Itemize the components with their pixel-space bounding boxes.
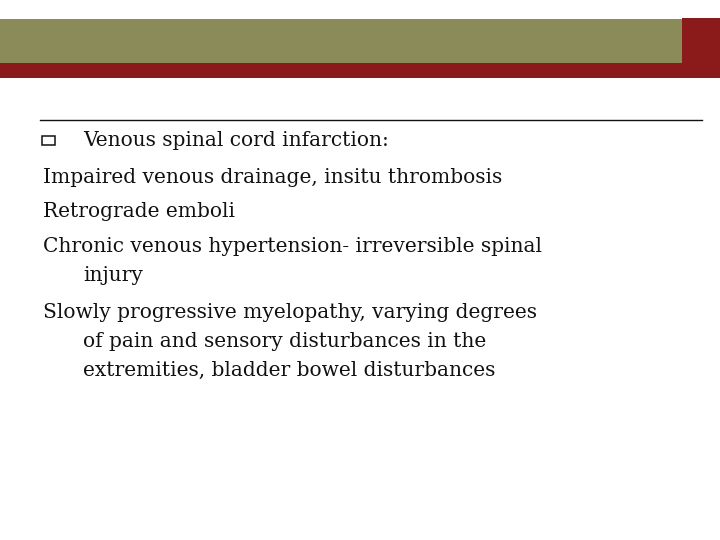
Bar (0, 19, 682, 64)
Text: Chronic venous hypertension- irreversible spinal: Chronic venous hypertension- irreversibl… (43, 237, 542, 256)
Bar (0, 63, 720, 78)
Bar (42, 136, 55, 145)
Text: Impaired venous drainage, insitu thrombosis: Impaired venous drainage, insitu thrombo… (43, 167, 503, 187)
Text: Venous spinal cord infarction:: Venous spinal cord infarction: (83, 131, 389, 150)
Text: extremities, bladder bowel disturbances: extremities, bladder bowel disturbances (83, 361, 495, 380)
Bar (682, 18, 720, 78)
Text: Retrograde emboli: Retrograde emboli (43, 202, 235, 221)
Text: Slowly progressive myelopathy, varying degrees: Slowly progressive myelopathy, varying d… (43, 302, 537, 322)
Text: injury: injury (83, 266, 143, 285)
Text: of pain and sensory disturbances in the: of pain and sensory disturbances in the (83, 332, 486, 351)
